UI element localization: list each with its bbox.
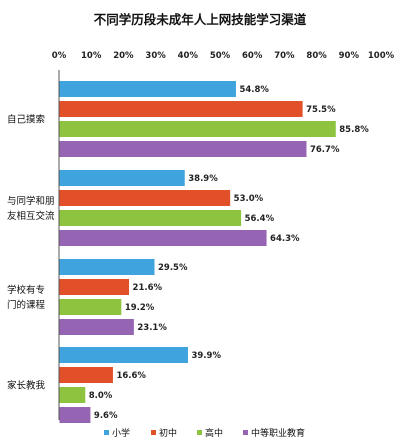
bar [59, 259, 155, 275]
legend-swatch [151, 430, 156, 435]
legend-swatch [104, 430, 109, 435]
bar [59, 190, 231, 206]
bar-value-label: 38.9% [188, 174, 218, 184]
legend-item: 中等职业教育 [243, 427, 305, 439]
bars [59, 81, 336, 423]
bar-value-label: 56.4% [245, 214, 275, 224]
category-label: 与同学和朋 [7, 195, 55, 207]
bar-value-label: 8.0% [89, 391, 113, 401]
chart-title: 不同学历段未成年人上网技能学习渠道 [94, 12, 307, 27]
bar-value-label: 85.8% [339, 125, 369, 135]
bar [59, 319, 134, 335]
bar [59, 81, 236, 97]
bar-value-label: 76.7% [310, 145, 340, 155]
legend-item: 高中 [197, 427, 223, 439]
legend-label: 中等职业教育 [251, 427, 305, 439]
bar [59, 170, 185, 186]
legend-label: 高中 [205, 427, 223, 439]
legend-item: 初中 [151, 427, 177, 439]
x-tick-label: 100% [368, 51, 395, 61]
category-label: 家长教我 [7, 380, 46, 392]
x-tick-label: 60% [242, 51, 263, 61]
bar-value-label: 9.6% [94, 411, 118, 421]
bar [59, 279, 130, 295]
legend: 小学 初中 高中 中等职业教育 [104, 427, 305, 439]
category-label: 自己摸索 [7, 114, 45, 126]
category-label: 学校有专 [7, 284, 45, 296]
bar [59, 407, 91, 423]
data-labels: 54.8% 38.9% 29.5% 39.9% 75.5% 53.0% 21.6% 16.6%… [89, 85, 369, 421]
bar-value-label: 75.5% [306, 105, 336, 115]
bar-value-label: 21.6% [133, 283, 163, 293]
bar [59, 141, 307, 157]
bar-value-label: 53.0% [234, 194, 264, 204]
bar-value-label: 54.8% [239, 85, 269, 95]
category-label: 门的课程 [7, 299, 46, 311]
x-tick-label: 10% [81, 51, 102, 61]
x-tick-label: 40% [178, 51, 199, 61]
bar-value-label: 23.1% [137, 323, 167, 333]
x-tick-label: 50% [210, 51, 231, 61]
x-axis-ticks: 0% 10% 20% 30% 40% 50% 60% 70% 80% 90% 100% [52, 51, 395, 61]
bar [59, 367, 113, 383]
bar-value-label: 64.3% [270, 234, 300, 244]
bar [59, 230, 267, 246]
x-tick-label: 80% [306, 51, 327, 61]
bar-value-label: 19.2% [125, 303, 155, 313]
bar [59, 387, 86, 403]
x-tick-label: 90% [339, 51, 360, 61]
x-tick-label: 70% [274, 51, 295, 61]
bar [59, 347, 188, 363]
x-tick-label: 30% [145, 51, 166, 61]
legend-swatch [197, 430, 202, 435]
category-label: 友相互交流 [7, 210, 55, 222]
legend-label: 小学 [112, 427, 130, 439]
bar [59, 210, 242, 226]
x-tick-label: 0% [52, 51, 67, 61]
bar-value-label: 39.9% [191, 351, 221, 361]
legend-label: 初中 [159, 427, 177, 439]
bar [59, 101, 303, 117]
bar [59, 121, 336, 137]
legend-item: 小学 [104, 427, 130, 439]
bar-value-label: 16.6% [116, 371, 146, 381]
legend-swatch [243, 430, 248, 435]
x-tick-label: 20% [113, 51, 134, 61]
bar-value-label: 29.5% [158, 263, 188, 273]
bar [59, 299, 122, 315]
